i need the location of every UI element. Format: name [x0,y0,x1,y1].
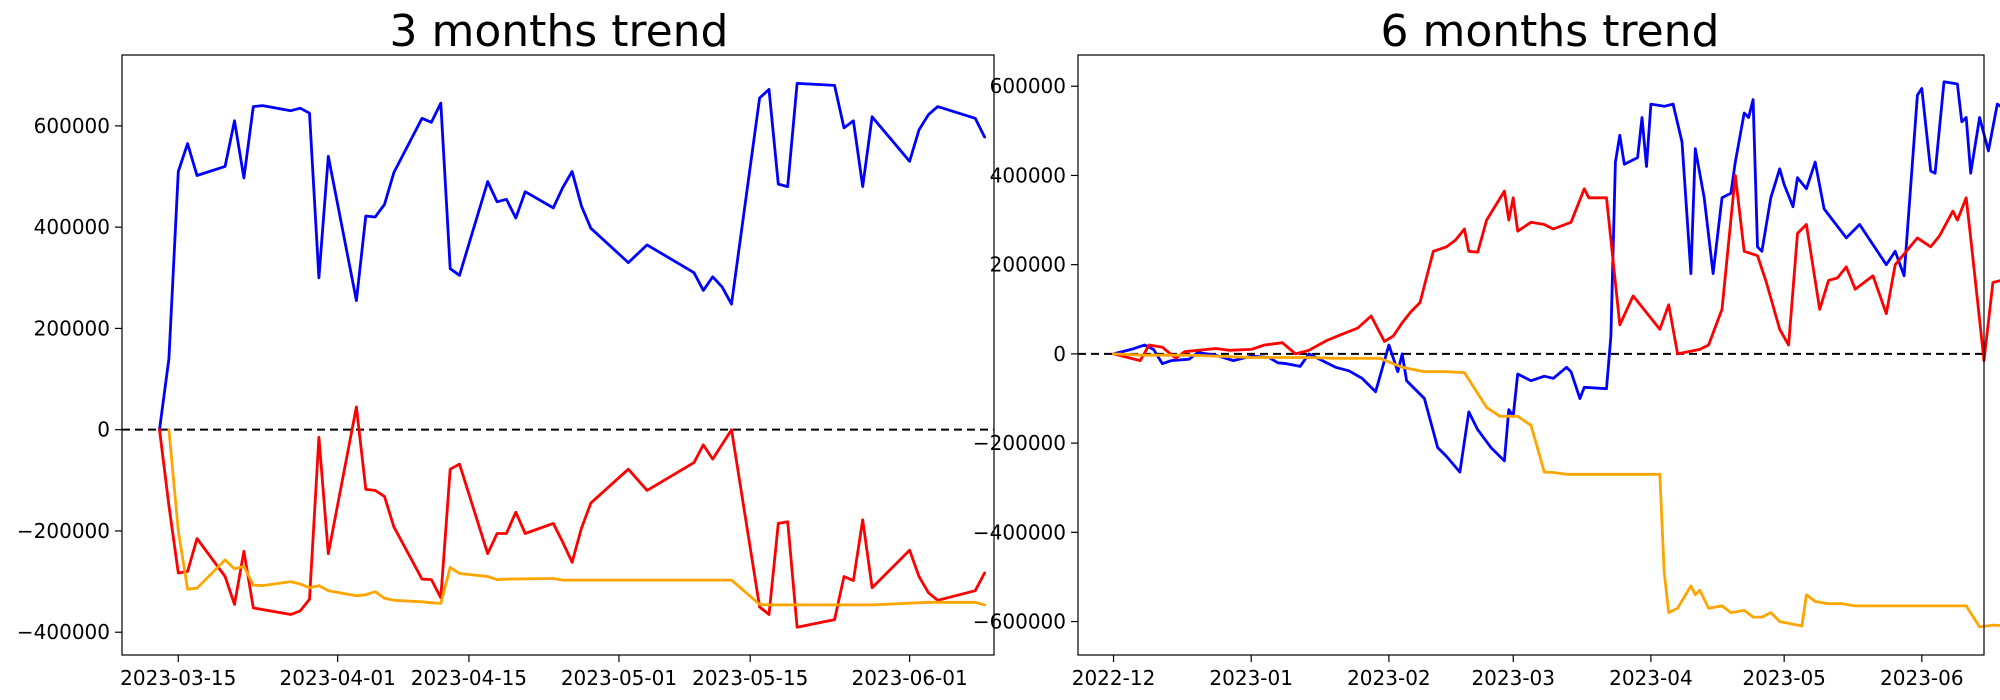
x-tick-label: 2023-04-15 [411,666,527,690]
x-tick-label: 2023-06 [1880,666,1964,690]
y-tick-label: −400000 [17,620,110,644]
y-tick-label: 600000 [990,74,1066,98]
chart-title: 6 months trend [1381,6,1720,57]
x-tick-label: 2023-05-15 [692,666,808,690]
y-tick-label: −200000 [17,519,110,543]
series-line-0 [1112,80,2000,474]
series-line-2 [1112,352,2000,629]
series-line-1 [158,405,986,629]
chart-title: 3 months trend [390,6,729,57]
x-tick-label: 2023-04 [1609,666,1693,690]
y-tick-label: 0 [97,418,110,442]
x-tick-label: 2023-04-01 [280,666,396,690]
x-tick-label: 2023-05-01 [561,666,677,690]
y-tick-label: −400000 [973,520,1066,544]
x-tick-label: 2023-05 [1742,666,1826,690]
plot-frame [1077,54,1985,656]
series-line-1 [1112,173,2000,363]
x-tick-label: 2023-02 [1347,666,1431,690]
y-tick-label: 200000 [990,253,1066,277]
y-tick-label: −200000 [973,431,1066,455]
y-tick-label: 600000 [34,114,110,138]
x-tick-label: 2023-06-01 [851,666,967,690]
y-tick-label: 400000 [990,163,1066,187]
plot-frame [121,54,995,656]
x-tick-label: 2023-01 [1209,666,1293,690]
series-line-0 [158,82,986,432]
x-tick-label: 2023-03-15 [120,666,236,690]
x-tick-label: 2022-12 [1072,666,1156,690]
y-tick-label: 0 [1053,342,1066,366]
series-line-2 [167,428,986,607]
y-tick-label: 200000 [34,316,110,340]
chart-panel-3-months: 3 months trend 600000 400000 200000 0 −20000… [17,6,995,690]
x-tick-label: 2023-03 [1471,666,1555,690]
y-tick-label: −600000 [973,610,1066,634]
chart-panel-6-months: 6 months trend 600000 400000 200000 0 −20000… [973,6,2000,690]
y-tick-label: 400000 [34,215,110,239]
